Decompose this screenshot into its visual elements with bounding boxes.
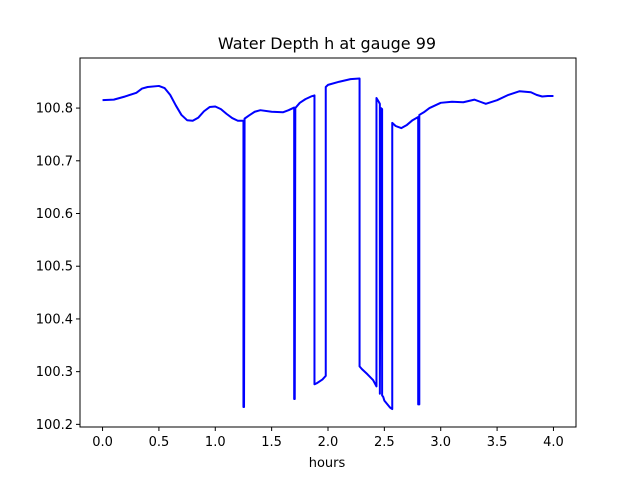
plot-area-frame (79, 57, 577, 428)
x-axis-ticks: 0.0 0.5 1.0 1.5 2.0 2.5 3.0 3.5 4.0 (92, 427, 564, 450)
y-tick-label: 100.2 (36, 418, 73, 433)
x-tick-label: 2.5 (374, 435, 395, 450)
x-tick-label: 1.0 (205, 435, 226, 450)
x-tick-label: 3.0 (430, 435, 451, 450)
series-line (102, 77, 554, 411)
y-axis-ticks: 100.2 100.3 100.4 100.5 100.6 100.7 100.8 (36, 102, 80, 433)
x-tick-label: 0.0 (92, 435, 113, 450)
chart-title: Water Depth h at gauge 99 (218, 34, 436, 53)
x-tick-label: 0.5 (149, 435, 170, 450)
y-tick-label: 100.4 (36, 312, 73, 327)
series-layer (102, 77, 554, 411)
x-axis-label: hours (309, 456, 346, 471)
y-tick-label: 100.5 (36, 260, 73, 275)
y-tick-label: 100.3 (36, 365, 73, 380)
y-tick-label: 100.8 (36, 102, 73, 117)
y-tick-label: 100.7 (36, 154, 73, 169)
x-tick-label: 1.5 (261, 435, 282, 450)
x-tick-label: 3.5 (487, 435, 508, 450)
x-tick-label: 4.0 (543, 435, 564, 450)
x-tick-label: 2.0 (318, 435, 339, 450)
y-tick-label: 100.6 (36, 207, 73, 222)
